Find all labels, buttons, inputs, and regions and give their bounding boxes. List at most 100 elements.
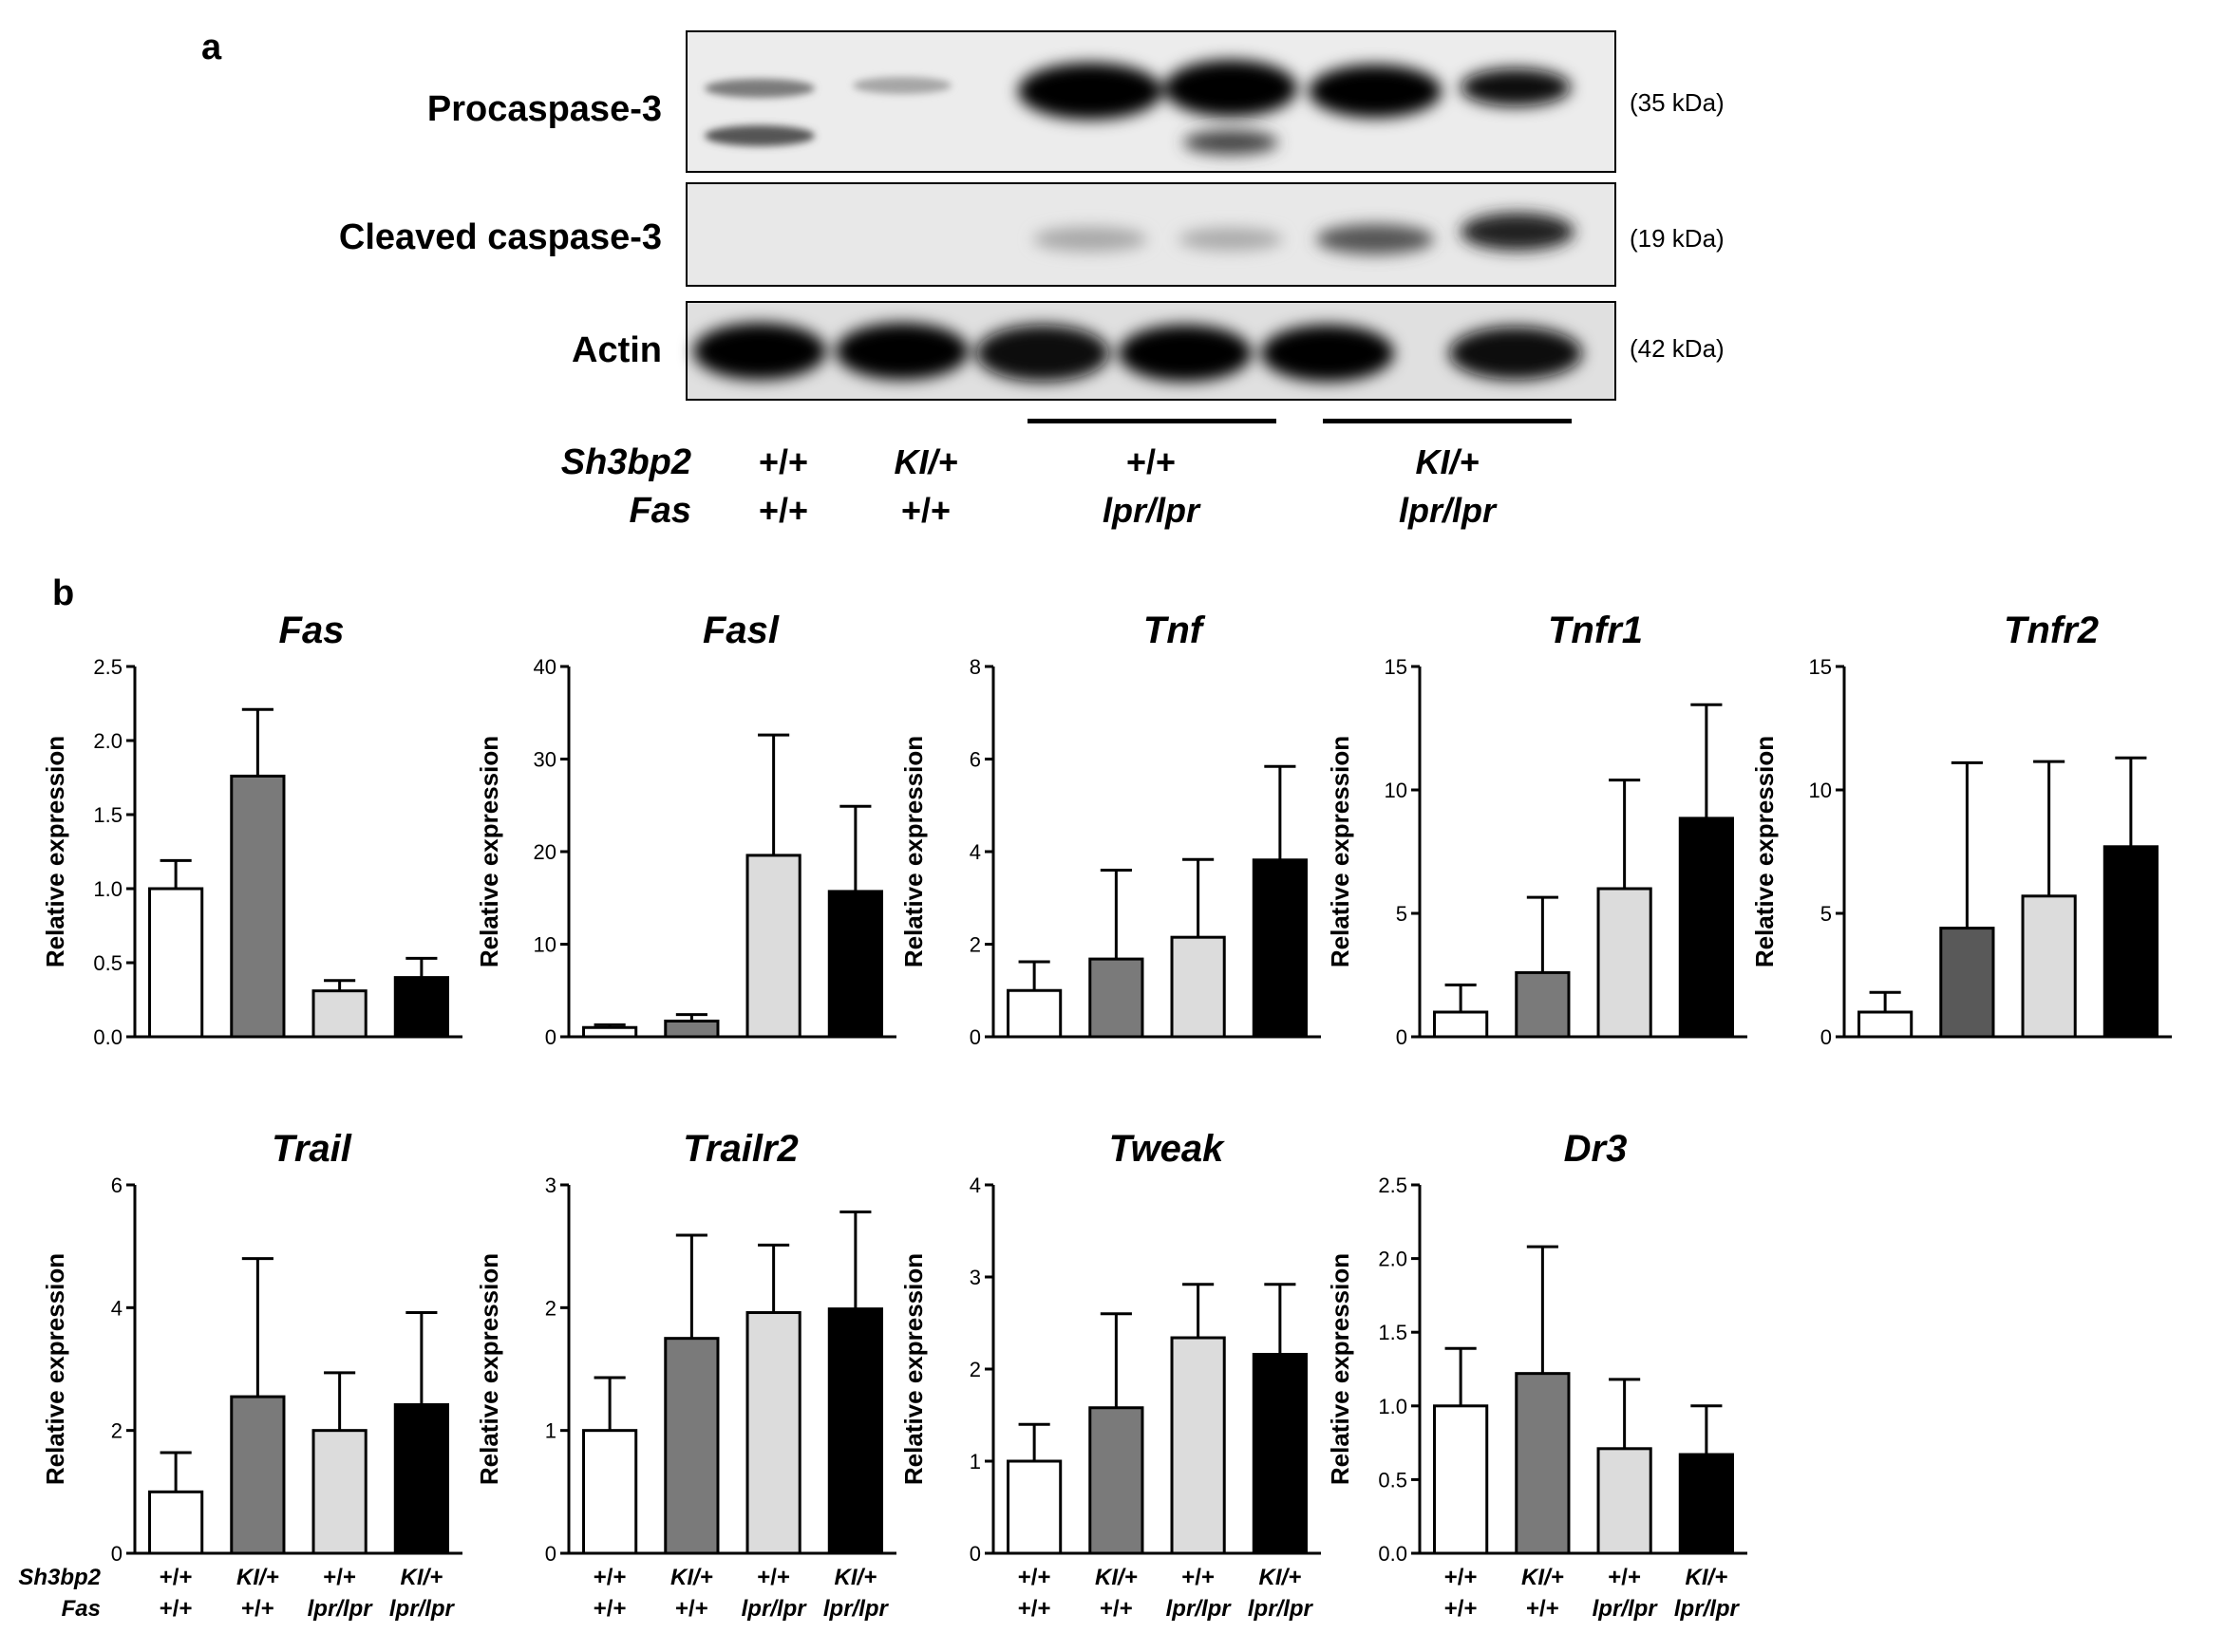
bar — [1088, 957, 1144, 1039]
lane-fas-2: +/+ — [901, 491, 951, 530]
bar — [1596, 1447, 1652, 1555]
chart-title: Fas — [279, 610, 345, 651]
lane-fas-1: +/+ — [759, 491, 808, 530]
bar — [1939, 927, 1995, 1039]
kda-label-actin: (42 kDa) — [1630, 334, 1725, 363]
x-tick-label-sh3bp2: KI/+ — [401, 1565, 443, 1590]
x-tick-label-fas: lpr/lpr — [308, 1596, 374, 1622]
y-tick-label: 6 — [111, 1173, 123, 1197]
bar — [1252, 858, 1308, 1039]
chart-trailr2: Trailr2 Relative expression 0 1 2 3 +/+ +/+ KI/+… — [475, 1128, 896, 1622]
y-tick-label: 0 — [111, 1542, 123, 1566]
bar — [1252, 1352, 1308, 1555]
bar — [664, 1337, 720, 1555]
x-tick-label-fas: +/+ — [160, 1596, 193, 1622]
y-axis-label: Relative expression — [475, 1253, 503, 1485]
y-tick-label: 30 — [534, 748, 556, 772]
chart-tnfr1: Tnfr1 Relative expression 0 5 10 15 — [1326, 610, 1747, 1049]
y-tick-label: 2 — [970, 933, 981, 957]
y-tick-label: 1.0 — [1378, 1395, 1407, 1418]
bar — [393, 976, 449, 1039]
y-tick-label: 2 — [111, 1419, 123, 1443]
y-tick-label: 8 — [970, 655, 981, 679]
y-tick-label: 1 — [970, 1450, 981, 1474]
bar — [1515, 1372, 1571, 1555]
bar — [1857, 1010, 1914, 1039]
y-tick-label: 3 — [970, 1266, 981, 1289]
bar — [582, 1025, 638, 1039]
x-tick-label-fas: +/+ — [241, 1596, 274, 1622]
y-tick-label: 20 — [534, 840, 556, 864]
blot-label-procaspase: Procaspase-3 — [427, 89, 662, 129]
bar — [1515, 970, 1571, 1039]
chart-title: Tnfr2 — [2004, 610, 2099, 651]
chart-title: Trailr2 — [683, 1128, 799, 1170]
bar — [1170, 935, 1226, 1039]
y-tick-label: 2 — [545, 1296, 556, 1320]
bar — [1433, 1404, 1489, 1555]
y-tick-label: 40 — [534, 655, 556, 679]
bar — [1007, 988, 1063, 1039]
lane-group-line-1 — [1028, 419, 1276, 423]
chart-genotype-row-fas: Fas — [62, 1596, 101, 1622]
chart-genotype-row-sh3bp2: Sh3bp2 — [18, 1565, 101, 1590]
bar — [2021, 894, 2077, 1039]
chart-title: Tweak — [1109, 1128, 1226, 1170]
genotype-row-fas: Fas — [630, 491, 691, 531]
bar — [1678, 817, 1734, 1039]
bar — [827, 890, 883, 1039]
genotype-row-sh3bp2: Sh3bp2 — [561, 442, 691, 482]
y-tick-label: 2.5 — [1378, 1173, 1407, 1197]
blot-procaspase-3 — [686, 30, 1616, 173]
chart-tnf: Tnf Relative expression 0 2 4 6 8 — [899, 610, 1321, 1049]
bar — [148, 1490, 204, 1555]
y-tick-label: 5 — [1396, 902, 1407, 926]
y-tick-label: 0 — [1820, 1025, 1832, 1049]
y-tick-label: 10 — [1385, 779, 1407, 802]
y-tick-label: 0.5 — [93, 951, 123, 975]
lane-sh3bp2-1: +/+ — [759, 442, 808, 481]
x-tick-label-fas: +/+ — [1100, 1596, 1133, 1622]
bar — [393, 1403, 449, 1555]
y-tick-label: 15 — [1385, 655, 1407, 679]
bar — [2102, 845, 2159, 1039]
x-tick-label-sh3bp2: KI/+ — [835, 1565, 877, 1590]
panel-a-letter: a — [201, 28, 222, 67]
y-tick-label: 10 — [534, 933, 556, 957]
y-axis-label: Relative expression — [1326, 736, 1354, 967]
x-tick-label-fas: lpr/lpr — [1248, 1596, 1314, 1622]
chart-fas: Fas Relative expression 0.0 0.5 1.0 1.5 2.0 2.5 — [41, 610, 462, 1049]
bar — [1596, 887, 1652, 1039]
kda-label-procaspase: (35 kDa) — [1630, 88, 1725, 117]
chart-trail: Trail Relative expression 0 2 4 6 +/+ +/+ KI/+ +/… — [41, 1128, 462, 1622]
y-tick-label: 10 — [1809, 779, 1832, 802]
y-tick-label: 5 — [1820, 902, 1832, 926]
y-tick-label: 6 — [970, 748, 981, 772]
x-tick-label-sh3bp2: +/+ — [757, 1565, 790, 1590]
lane-sh3bp2-2: KI/+ — [894, 442, 957, 481]
lane-group-line-2 — [1323, 419, 1572, 423]
x-tick-label-sh3bp2: +/+ — [1608, 1565, 1641, 1590]
y-axis-label: Relative expression — [475, 736, 503, 967]
lane-sh3bp2-4: KI/+ — [1415, 442, 1479, 481]
bar — [1433, 1010, 1489, 1039]
y-tick-label: 4 — [970, 1173, 981, 1197]
bar — [148, 887, 204, 1039]
panel-a: a Procaspase-3 Cleaved caspase-3 Actin (… — [201, 28, 1725, 531]
y-axis-label: Relative expression — [41, 1253, 69, 1485]
blot-actin — [686, 301, 1616, 401]
y-tick-label: 0.0 — [93, 1025, 123, 1049]
x-tick-label-sh3bp2: +/+ — [1181, 1565, 1215, 1590]
x-tick-label-sh3bp2: +/+ — [594, 1565, 627, 1590]
y-tick-label: 2.0 — [93, 729, 123, 753]
bar — [311, 989, 368, 1039]
y-axis-label: Relative expression — [41, 736, 69, 967]
bar — [827, 1307, 883, 1555]
y-axis-label: Relative expression — [1326, 1253, 1354, 1485]
x-tick-label-sh3bp2: KI/+ — [1686, 1565, 1728, 1590]
y-tick-label: 0 — [1396, 1025, 1407, 1049]
bar — [745, 854, 801, 1039]
bar — [664, 1019, 720, 1039]
y-tick-label: 0 — [545, 1025, 556, 1049]
y-tick-label: 4 — [111, 1296, 123, 1320]
